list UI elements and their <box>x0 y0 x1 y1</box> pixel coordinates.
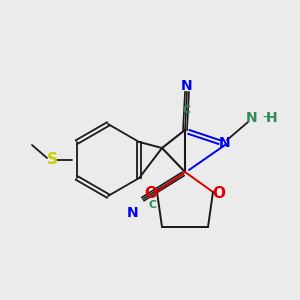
Text: O: O <box>212 187 226 202</box>
Text: C: C <box>183 105 191 115</box>
Text: N: N <box>246 111 258 125</box>
Text: N: N <box>127 206 139 220</box>
Text: –: – <box>262 111 269 125</box>
Text: O: O <box>145 187 158 202</box>
Text: N: N <box>219 136 231 150</box>
Text: N: N <box>181 79 193 93</box>
Text: S: S <box>46 152 58 167</box>
Text: C: C <box>149 200 157 210</box>
Text: H: H <box>266 111 278 125</box>
